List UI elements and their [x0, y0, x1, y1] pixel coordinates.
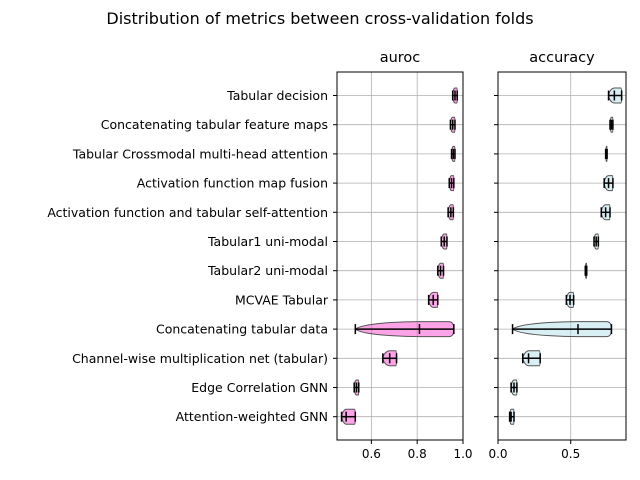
- y-tick-label: Concatenating tabular data: [156, 322, 328, 337]
- axes-frame: [497, 71, 627, 441]
- y-tick-label: MCVAE Tabular: [235, 292, 329, 307]
- y-tick-label: Channel-wise multiplication net (tabular…: [72, 351, 328, 366]
- accuracy-panel: accuracy 0.0 0.5: [488, 50, 627, 461]
- y-tick-label: Tabular Crossmodal multi-head attention: [72, 146, 328, 161]
- x-tick-label: 0.6: [362, 447, 381, 461]
- y-tick-label: Edge Correlation GNN: [191, 380, 328, 395]
- accuracy-panel-title: accuracy: [529, 50, 595, 66]
- y-tick-label: Tabular1 uni-modal: [207, 234, 328, 249]
- y-tick-label: Activation function map fusion: [137, 176, 328, 191]
- x-tick-label: 0.0: [488, 447, 507, 461]
- x-tick-label: 1.0: [453, 447, 472, 461]
- auroc-panel: auroc 0.6 0.8 1.0 Tabular decision Concatena…: [47, 50, 472, 461]
- y-tick-label: Tabular decision: [226, 88, 328, 103]
- y-tick-label: Attention-weighted GNN: [176, 409, 328, 424]
- y-tick-label: Activation function and tabular self-att…: [47, 205, 328, 220]
- auroc-panel-title: auroc: [380, 50, 421, 66]
- x-tick-label: 0.8: [408, 447, 427, 461]
- x-tick-label: 0.5: [561, 447, 580, 461]
- y-tick-label: Tabular2 uni-modal: [207, 263, 328, 278]
- y-tick-label: Concatenating tabular feature maps: [101, 117, 328, 132]
- axes-frame: [336, 71, 464, 441]
- figure-title: Distribution of metrics between cross-va…: [106, 9, 533, 28]
